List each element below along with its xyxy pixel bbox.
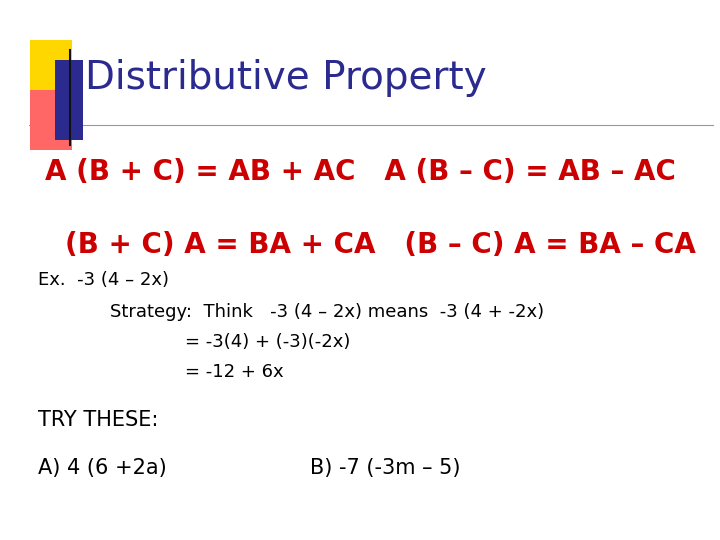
Text: = -12 + 6x: = -12 + 6x (185, 363, 284, 381)
Text: (B + C) A = BA + CA   (B – C) A = BA – CA: (B + C) A = BA + CA (B – C) A = BA – CA (65, 231, 696, 259)
Text: Strategy:  Think   -3 (4 – 2x) means  -3 (4 + -2x): Strategy: Think -3 (4 – 2x) means -3 (4 … (110, 303, 544, 321)
Text: Distributive Property: Distributive Property (85, 59, 487, 97)
Text: A (B + C) = AB + AC   A (B – C) = AB – AC: A (B + C) = AB + AC A (B – C) = AB – AC (45, 158, 675, 186)
Text: = -3(4) + (-3)(-2x): = -3(4) + (-3)(-2x) (185, 333, 351, 351)
Text: B) -7 (-3m – 5): B) -7 (-3m – 5) (310, 458, 461, 478)
Bar (30, 40, 72, 110)
Bar (30, 90, 72, 150)
Bar (55, 60, 83, 140)
Text: A) 4 (6 +2a): A) 4 (6 +2a) (38, 458, 167, 478)
Text: Ex.  -3 (4 – 2x): Ex. -3 (4 – 2x) (38, 271, 169, 289)
Text: TRY THESE:: TRY THESE: (38, 410, 158, 430)
